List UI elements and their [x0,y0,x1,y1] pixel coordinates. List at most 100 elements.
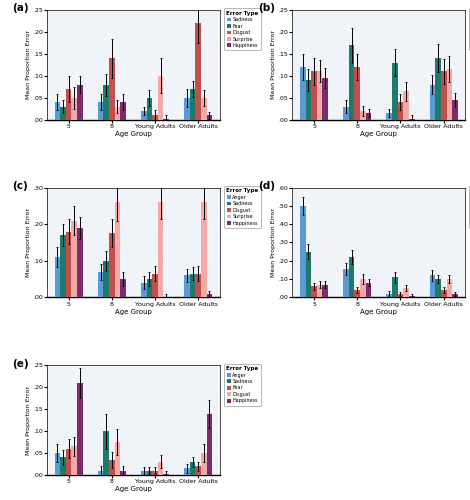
Bar [158,202,164,298]
Bar [158,76,164,120]
Bar [98,470,103,475]
Bar [66,89,71,120]
Bar [311,72,317,120]
Bar [446,279,452,297]
Bar [441,72,446,120]
Bar [403,91,409,120]
Bar [196,466,201,475]
Bar [201,98,207,120]
Bar [55,453,60,475]
Bar [409,119,415,120]
Bar [55,102,60,120]
Legend: Anger, Sadness, Fear, Surprise, Happiness: Anger, Sadness, Fear, Surprise, Happines… [469,186,470,228]
Bar [190,89,196,120]
Bar [120,279,126,297]
Bar [120,102,126,120]
Legend: Anger, Sadness, Fear, Disgust, Happiness: Anger, Sadness, Fear, Disgust, Happiness [224,364,261,406]
Bar [60,235,66,298]
Bar [98,272,103,297]
Bar [311,286,317,298]
Text: (c): (c) [12,181,28,191]
Bar [452,100,458,119]
Bar [71,220,77,298]
Bar [300,206,306,298]
Y-axis label: Mean Proportion Error: Mean Proportion Error [26,208,31,277]
Legend: Anger, Sadness, Disgust, Surprise, Happiness: Anger, Sadness, Disgust, Surprise, Happi… [224,186,261,228]
Bar [430,276,435,297]
Bar [164,474,169,475]
X-axis label: Age Group: Age Group [360,308,397,314]
Bar [147,470,152,475]
Bar [398,294,403,298]
X-axis label: Age Group: Age Group [115,131,152,137]
Bar [366,282,371,298]
Bar [152,116,158,119]
Bar [392,62,398,120]
Bar [435,58,441,120]
Bar [158,462,164,475]
Bar [184,98,190,120]
Bar [322,284,328,298]
Bar [360,279,366,297]
Bar [164,119,169,120]
Bar [60,458,66,475]
Bar [109,234,115,298]
Bar [403,288,409,298]
Bar [147,98,152,120]
Bar [452,294,458,298]
Bar [141,470,147,475]
Bar [207,116,212,119]
Y-axis label: Mean Proportion Error: Mean Proportion Error [26,30,31,100]
Bar [435,279,441,297]
Bar [184,468,190,475]
Bar [77,383,83,475]
Bar [360,111,366,120]
Bar [446,69,452,119]
Y-axis label: Mean Proportion Error: Mean Proportion Error [271,208,276,277]
Bar [317,72,322,120]
Bar [306,252,311,298]
Bar [354,290,360,298]
Bar [317,284,322,298]
Text: (a): (a) [12,4,29,14]
Bar [354,67,360,120]
Bar [120,470,126,475]
Bar [98,102,103,120]
X-axis label: Age Group: Age Group [115,308,152,314]
Bar [71,446,77,475]
Bar [306,80,311,120]
Bar [196,274,201,297]
Bar [103,431,109,475]
Text: (d): (d) [258,181,275,191]
Bar [349,45,354,120]
Bar [349,257,354,298]
Bar [141,282,147,298]
Bar [109,460,115,475]
Bar [441,290,446,298]
Bar [164,296,169,298]
Bar [190,462,196,475]
Bar [190,274,196,297]
Y-axis label: Mean Proportion Error: Mean Proportion Error [26,386,31,454]
Bar [184,276,190,297]
Bar [115,202,120,298]
X-axis label: Age Group: Age Group [115,486,152,492]
Bar [147,279,152,297]
Bar [115,442,120,475]
X-axis label: Age Group: Age Group [360,131,397,137]
Bar [392,277,398,297]
Bar [207,294,212,298]
Bar [398,102,403,120]
Bar [60,106,66,120]
Y-axis label: Mean Proportion Error: Mean Proportion Error [271,30,276,100]
Bar [207,414,212,475]
Text: (e): (e) [12,359,29,369]
Bar [55,257,60,298]
Bar [66,448,71,475]
Bar [196,23,201,120]
Bar [201,202,207,298]
Bar [152,274,158,297]
Bar [322,78,328,120]
Bar [430,84,435,120]
Bar [109,58,115,120]
